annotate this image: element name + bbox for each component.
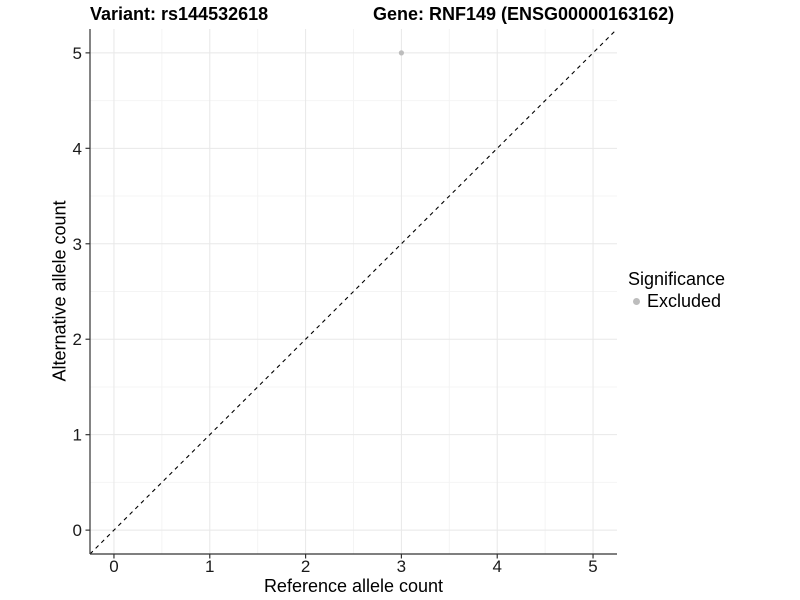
plot-title-variant: Variant: rs144532618 xyxy=(90,4,269,24)
x-tick-label: 4 xyxy=(492,557,501,576)
y-tick-labels: 0 1 2 3 4 5 xyxy=(73,44,82,540)
x-tick-label: 0 xyxy=(109,557,118,576)
identity-line xyxy=(89,28,618,555)
y-axis-title: Alternative allele count xyxy=(49,200,70,382)
x-tick-labels: 0 1 2 3 4 5 xyxy=(109,557,598,576)
tick-marks xyxy=(85,52,594,559)
data-point xyxy=(398,50,405,56)
x-tick-label: 2 xyxy=(301,557,310,576)
x-tick-label: 3 xyxy=(397,557,406,576)
legend-item-excluded: Excluded xyxy=(628,291,725,312)
x-tick-label: 5 xyxy=(588,557,597,576)
data-points xyxy=(398,50,405,56)
legend-title: Significance xyxy=(628,269,726,289)
y-tick-label: 2 xyxy=(73,330,82,349)
x-axis-title: Reference allele count xyxy=(263,576,444,596)
y-tick-label: 1 xyxy=(73,426,82,445)
legend: Significance Excluded xyxy=(628,269,725,312)
legend-key-box xyxy=(628,293,645,310)
grid-major xyxy=(90,29,617,554)
y-tick-label: 0 xyxy=(73,521,82,540)
excluded-point-icon xyxy=(633,298,640,305)
x-tick-label: 1 xyxy=(205,557,214,576)
y-tick-label: 3 xyxy=(73,235,82,254)
y-tick-label: 5 xyxy=(73,44,82,63)
y-tick-label: 4 xyxy=(73,139,82,158)
plot-title-gene: Gene: RNF149 (ENSG00000163162) xyxy=(373,4,675,24)
legend-item-label: Excluded xyxy=(647,291,722,311)
grid-minor xyxy=(90,29,617,554)
